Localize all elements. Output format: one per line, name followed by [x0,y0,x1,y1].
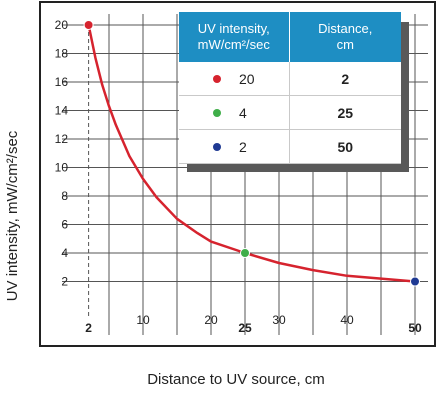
y-axis-label: UV intensity, mW/cm²/sec [4,130,21,301]
y-tick-label: 12 [55,132,69,146]
y-tick-label: 6 [61,218,68,232]
x-tick-label: 40 [340,313,354,327]
distance-value: 25 [288,95,401,130]
dot-icon [213,74,221,83]
distance-header: Distance, cm [288,12,401,62]
y-tick-label: 18 [55,47,69,61]
x-highlight-tick-label: 2 [85,321,92,335]
guide-lines [88,25,416,318]
y-tick-label: 16 [55,75,69,89]
intensity-header: UV intensity, mW/cm²/sec [179,12,289,62]
dot-icon [213,142,221,151]
dot-icon [213,108,221,117]
intensity-value: 2 [239,138,247,155]
x-tick-label: 10 [136,313,150,327]
x-axis-label: Distance to UV source, cm [147,371,325,388]
y-tick-label: 14 [55,104,69,118]
y-tick-label: 2 [61,275,68,289]
highlight-points [83,20,420,287]
distance-value: 2 [288,62,401,96]
intensity-value: 4 [239,104,247,121]
curve-layer [87,24,416,283]
x-tick-label: 20 [204,313,218,327]
y-tick-label: 4 [61,246,68,260]
distance-value: 50 [288,129,401,164]
y-tick-label: 20 [55,18,69,32]
legend-row: 2 50 [179,129,401,164]
legend-table-panel: UV intensity, mW/cm²/sec Distance, cm 20… [179,12,409,172]
data-point [83,20,94,30]
data-point [240,248,250,258]
y-tick-label: 10 [55,161,69,175]
intensity-value: 20 [239,70,255,87]
legend-header-row: UV intensity, mW/cm²/sec Distance, cm [179,12,401,62]
x-tick-label: 30 [272,313,286,327]
y-tick-label: 8 [61,189,68,203]
series-line [87,24,416,283]
legend-table: UV intensity, mW/cm²/sec Distance, cm 20… [179,12,401,164]
y-tick-labels: 2 4 6 8 10 12 14 16 18 20 [55,18,69,289]
x-highlight-tick-label: 50 [408,321,422,335]
x-highlight-tick-label: 25 [238,321,252,335]
data-point [410,276,420,287]
legend-row: 20 2 [179,62,401,96]
legend-row: 4 25 [179,95,401,130]
x-tick-labels: 10 20 30 40 2 25 50 [85,313,422,335]
